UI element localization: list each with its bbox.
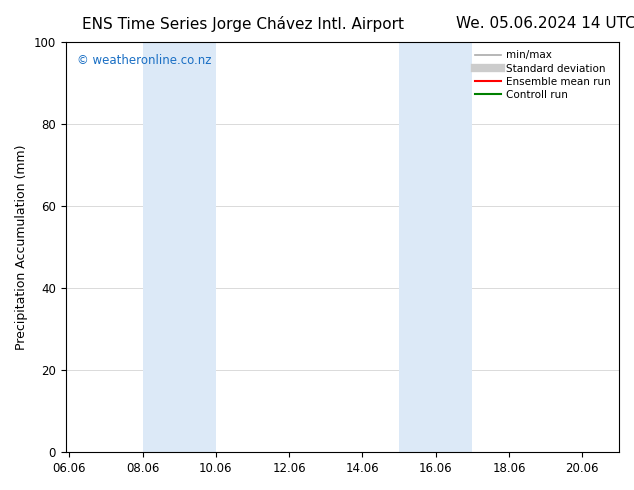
Bar — [436, 42, 472, 452]
Text: We. 05.06.2024 14 UTC: We. 05.06.2024 14 UTC — [456, 16, 634, 31]
Text: ENS Time Series Jorge Chávez Intl. Airport: ENS Time Series Jorge Chávez Intl. Airpo… — [82, 16, 404, 32]
Legend: min/max, Standard deviation, Ensemble mean run, Controll run: min/max, Standard deviation, Ensemble me… — [472, 47, 614, 103]
Bar — [399, 42, 436, 452]
Bar — [143, 42, 216, 452]
Y-axis label: Precipitation Accumulation (mm): Precipitation Accumulation (mm) — [15, 145, 28, 350]
Text: © weatheronline.co.nz: © weatheronline.co.nz — [77, 54, 211, 67]
